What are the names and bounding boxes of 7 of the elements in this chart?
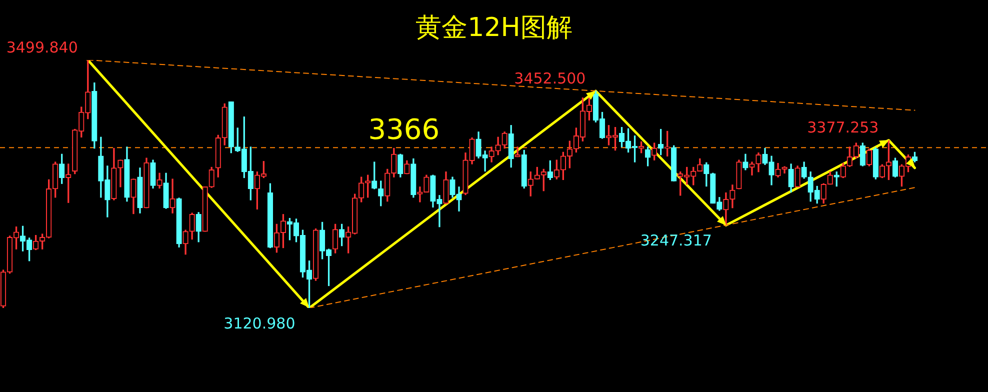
ref-line-label: 3366: [368, 112, 440, 146]
text: 3120.980: [224, 314, 296, 332]
annotation: 3247.317: [640, 232, 712, 250]
text: 3499.840: [6, 38, 78, 56]
annotation: 3377.253: [807, 118, 879, 137]
chart-title: 黄金12H图解: [416, 13, 572, 43]
annotation: 3452.500: [514, 69, 586, 88]
